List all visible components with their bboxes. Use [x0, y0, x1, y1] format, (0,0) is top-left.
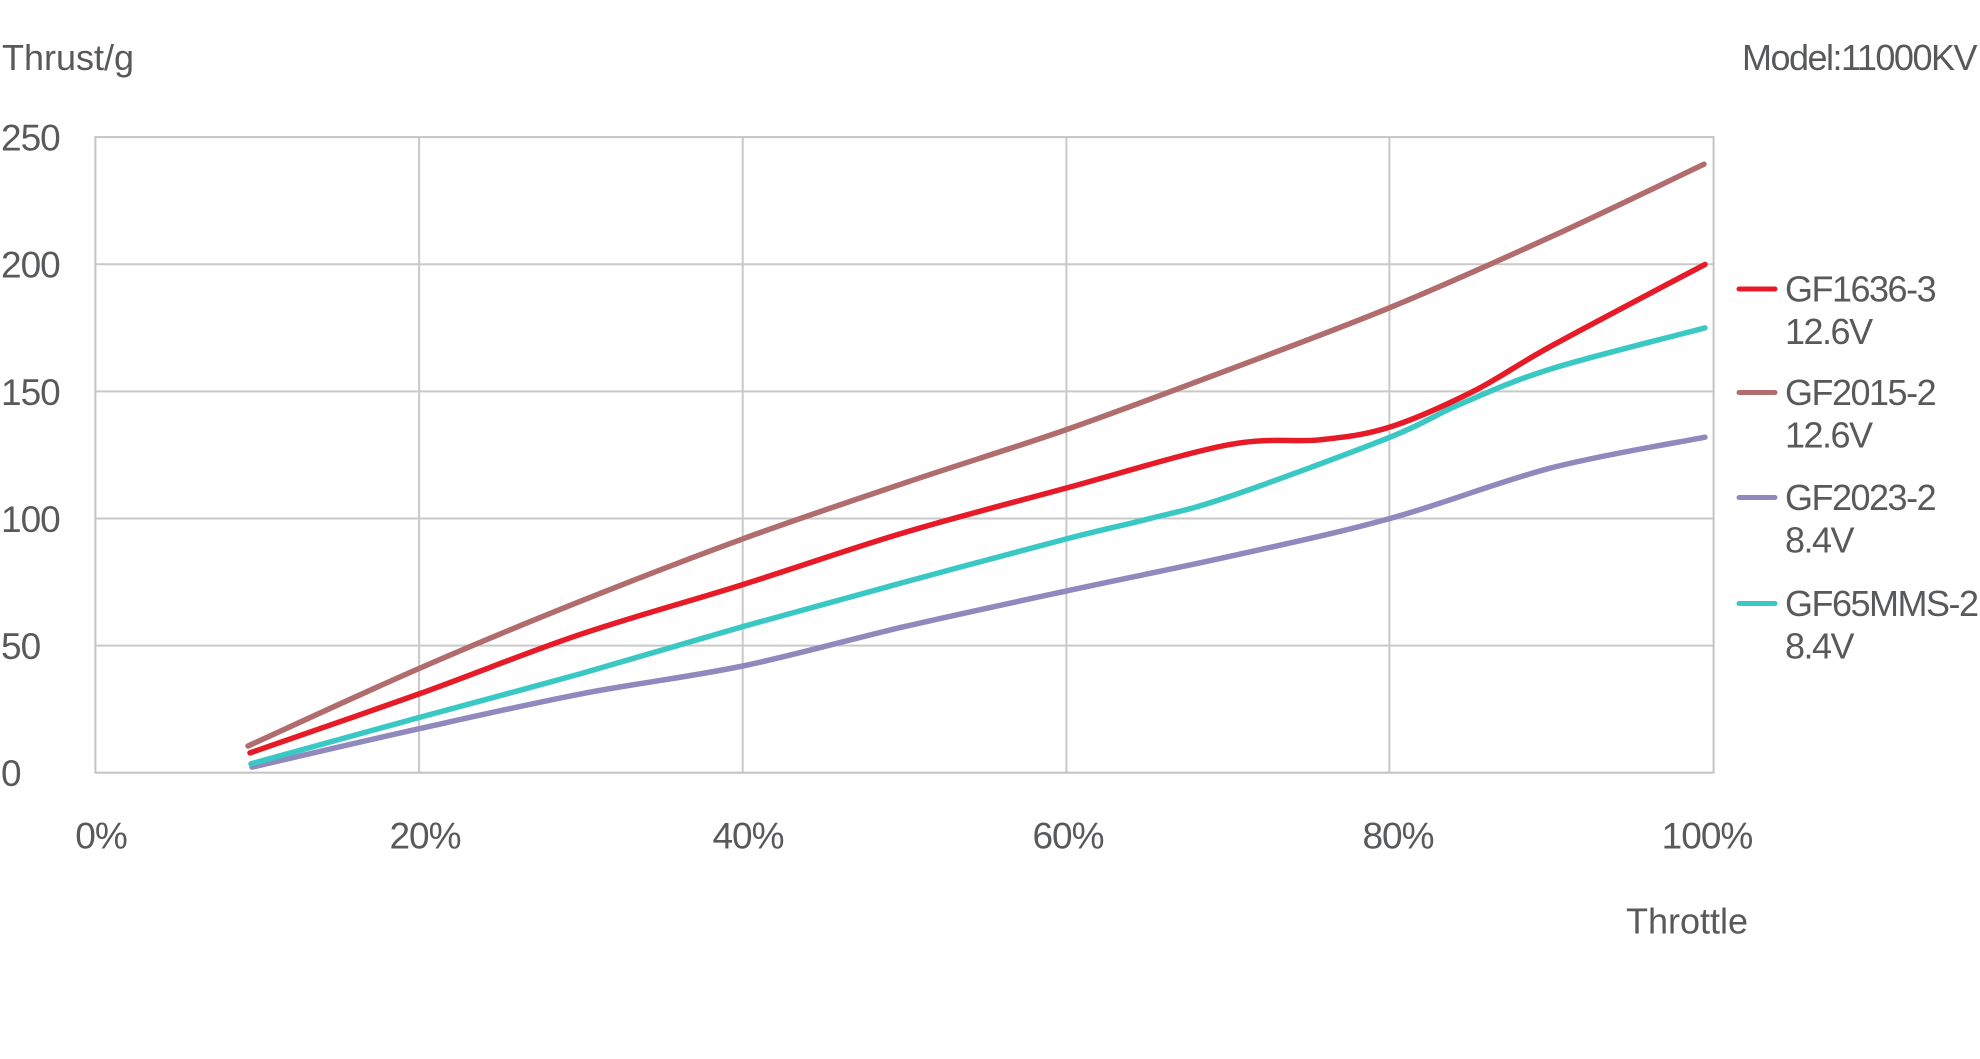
svg-text:Throttle: Throttle — [1626, 901, 1748, 942]
svg-text:GF65MMS-2: GF65MMS-2 — [1785, 583, 1978, 624]
svg-text:60%: 60% — [1032, 816, 1103, 857]
svg-text:80%: 80% — [1362, 816, 1433, 857]
svg-text:12.6V: 12.6V — [1785, 415, 1873, 456]
svg-text:0%: 0% — [75, 816, 127, 857]
svg-text:8.4V: 8.4V — [1785, 626, 1855, 667]
svg-text:Model:11000KV: Model:11000KV — [1742, 37, 1978, 78]
svg-text:8.4V: 8.4V — [1785, 520, 1855, 561]
svg-text:GF2023-2: GF2023-2 — [1785, 477, 1936, 518]
svg-text:100%: 100% — [1662, 816, 1753, 857]
svg-text:GF2015-2: GF2015-2 — [1785, 372, 1936, 413]
svg-text:100: 100 — [1, 499, 60, 540]
svg-text:GF1636-3: GF1636-3 — [1785, 268, 1936, 309]
svg-text:200: 200 — [1, 245, 60, 286]
svg-text:150: 150 — [1, 372, 60, 413]
svg-text:250: 250 — [1, 118, 60, 159]
svg-text:20%: 20% — [389, 816, 460, 857]
svg-text:0: 0 — [1, 753, 21, 794]
svg-text:50: 50 — [1, 626, 41, 667]
svg-text:Thrust/g: Thrust/g — [2, 37, 134, 78]
svg-text:12.6V: 12.6V — [1785, 311, 1873, 352]
svg-text:40%: 40% — [712, 816, 783, 857]
